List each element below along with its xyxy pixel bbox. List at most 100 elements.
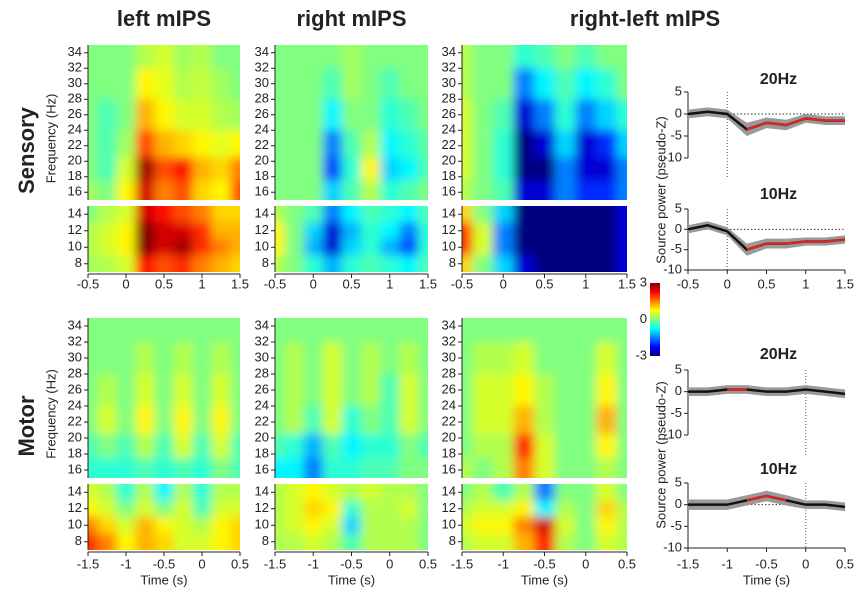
heatmap-cell [534, 500, 556, 518]
heatmap-cell [418, 157, 428, 182]
heatmap-cell [97, 434, 117, 459]
heatmap-cell [380, 406, 400, 435]
heatmap-cell [513, 500, 535, 518]
heatmap-cell [462, 222, 473, 240]
heatmap-cell [399, 517, 419, 534]
heatmap-cell [88, 157, 98, 182]
heatmap-cell [173, 239, 193, 256]
heatmap-cell [418, 206, 428, 223]
heatmap-cell [380, 130, 400, 158]
y-tick-label: 18 [255, 168, 269, 183]
y-tick-label: 20 [255, 153, 269, 168]
heatmap-cell [472, 406, 494, 435]
y-tick-label: 12 [68, 222, 82, 237]
y-tick-label: 32 [68, 333, 82, 348]
heatmap-cell [284, 533, 305, 550]
heatmap-cell [513, 406, 535, 435]
heatmap-cell [399, 434, 419, 459]
heatmap-cell [472, 484, 494, 501]
heatmap-cell [596, 484, 618, 501]
heatmap-cell [616, 517, 627, 534]
heatmap-cells [88, 318, 240, 478]
heatmap-cell [361, 255, 381, 272]
heatmap-cell [192, 434, 212, 459]
heatmap-cell [154, 406, 174, 435]
x-tick-label: 0.5 [231, 556, 249, 571]
heatmap-cell [513, 255, 535, 272]
heatmap-cell [303, 533, 324, 550]
heatmap-cell [575, 68, 597, 100]
x-tick-label: -1 [497, 556, 509, 571]
heatmap-cell [616, 45, 627, 69]
heatmap-cell [380, 99, 400, 131]
heatmap-cell [616, 484, 627, 501]
heatmap-cell [116, 374, 136, 407]
y-tick-label: 28 [68, 91, 82, 106]
heatmap-cell [116, 484, 136, 501]
heatmap-blur [275, 206, 428, 272]
heatmap-cell [472, 180, 494, 200]
heatmap-cell [192, 500, 212, 518]
x-tick-label: -0.5 [755, 556, 777, 571]
heatmap-cell [154, 484, 174, 501]
heatmap-cell [616, 318, 627, 343]
y-axis-label: Frequency (Hz) [43, 94, 58, 184]
y-tick-label: 16 [68, 184, 82, 199]
heatmap-blur [275, 318, 428, 478]
heatmap-cell [303, 239, 324, 256]
heatmap-cell [513, 180, 535, 200]
heatmap-cell [361, 533, 381, 550]
heatmap-cell [399, 458, 419, 478]
heatmap-cell [534, 342, 556, 375]
heatmap-cell [135, 484, 155, 501]
heatmap-cell [472, 157, 494, 182]
heatmap-cell [616, 239, 627, 256]
heatmap-cell [97, 500, 117, 518]
heatmap-cell [192, 99, 212, 131]
heatmap-cell [472, 434, 494, 459]
heatmap-cells [275, 318, 428, 478]
heatmap-cell [173, 206, 193, 223]
y-tick-label: 30 [442, 75, 456, 90]
heatmap-cell [462, 157, 473, 182]
y-tick-label: 22 [442, 413, 456, 428]
heatmap-cell [399, 374, 419, 407]
heatmap-cell [361, 157, 381, 182]
heatmap-cell [472, 517, 494, 534]
heatmap-cell [380, 157, 400, 182]
heatmap-cell [616, 255, 627, 272]
heatmap-blur [275, 484, 428, 550]
heatmap-cell [492, 180, 515, 200]
x-tick-label: -0.5 [153, 556, 175, 571]
heatmap-cell [230, 130, 240, 158]
heatmap-cell [575, 222, 597, 240]
x-tick-label: 0.5 [419, 556, 437, 571]
heatmap-cell [322, 222, 343, 240]
heatmap-cell [154, 458, 174, 478]
heatmap-cell [534, 99, 556, 131]
heatmap-cell [173, 517, 193, 534]
heatmap-cell [341, 517, 362, 534]
heatmap-cell [534, 222, 556, 240]
heatmap-cell [492, 406, 515, 435]
heatmap-cell [230, 434, 240, 459]
significant-line [746, 238, 846, 251]
heatmap-cell [284, 255, 305, 272]
heatmap-cell [192, 374, 212, 407]
heatmap-cell [492, 434, 515, 459]
y-tick-label: 16 [255, 184, 269, 199]
heatmap-cell [192, 206, 212, 223]
heatmap-cell [472, 45, 494, 69]
heatmap-cell [303, 68, 324, 100]
heatmap-cell [230, 157, 240, 182]
y-tick-label: 30 [255, 75, 269, 90]
heatmap-cell [97, 406, 117, 435]
heatmap-cell [154, 206, 174, 223]
heatmap-cells [462, 45, 627, 200]
heatmap-cell [154, 434, 174, 459]
heatmap-cell [575, 180, 597, 200]
y-tick-label: 30 [442, 349, 456, 364]
heatmap-cells [275, 45, 428, 200]
heatmap-cell [135, 157, 155, 182]
heatmap-cell [284, 45, 305, 69]
